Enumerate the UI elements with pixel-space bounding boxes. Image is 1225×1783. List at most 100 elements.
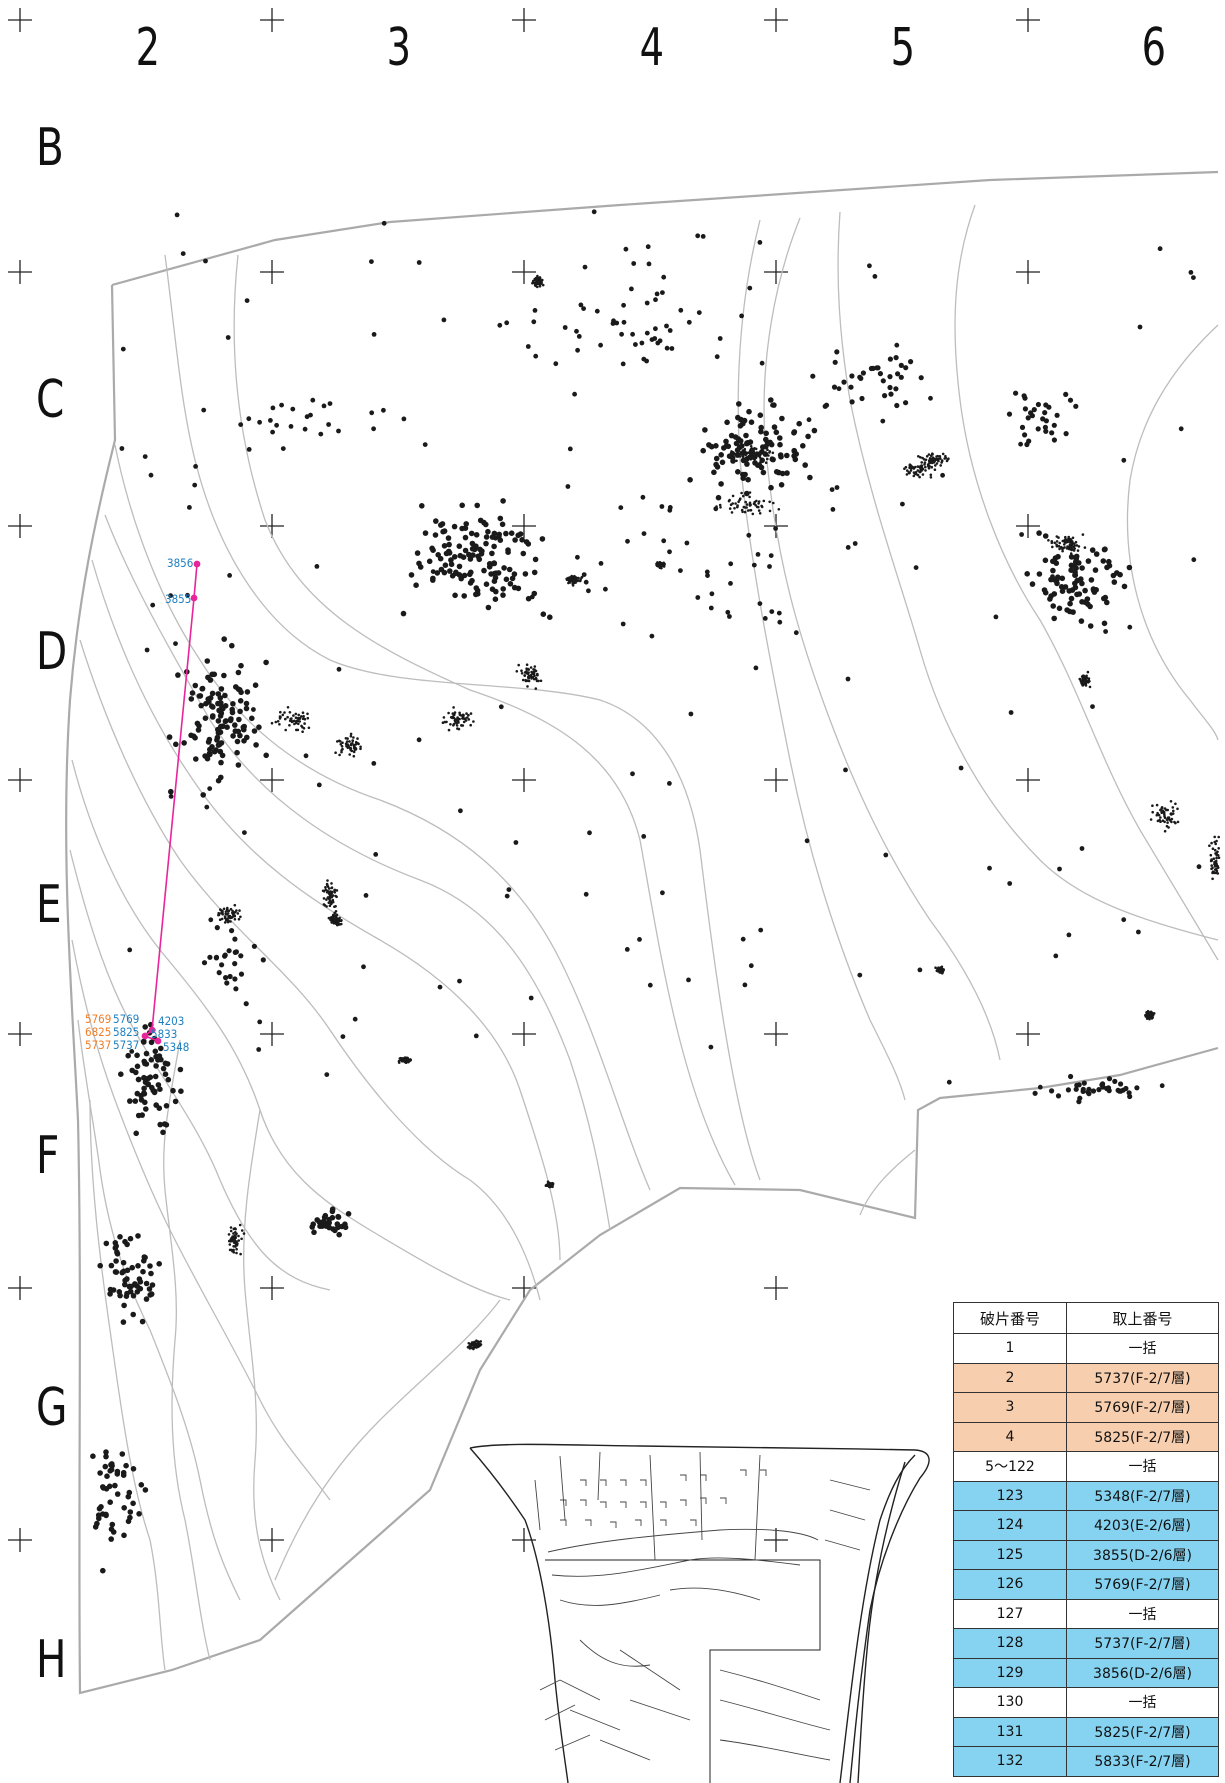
artifact-dot (446, 550, 453, 556)
artifact-dot (841, 379, 847, 385)
artifact-dot (1209, 853, 1213, 857)
artifact-dot (233, 986, 239, 992)
artifact-dot (1028, 410, 1034, 416)
artifact-dot (501, 565, 507, 571)
artifact-dot (845, 545, 851, 550)
artifact-dot (1051, 422, 1057, 428)
artifact-dot (929, 454, 933, 458)
artifact-dot (736, 401, 742, 407)
artifact-dot (235, 669, 242, 676)
artifact-dot (135, 1076, 142, 1083)
artifact-dot (148, 472, 154, 478)
artifact-dot (667, 781, 672, 786)
artifact-dot (1099, 1082, 1105, 1088)
artifact-dot (715, 494, 722, 501)
fragment-number-cell: 125 (953, 1539, 1067, 1570)
artifact-dot (772, 501, 775, 505)
artifact-dot (578, 302, 584, 308)
artifact-dot (215, 730, 222, 736)
artifact-dot (758, 424, 764, 431)
artifact-dot (942, 968, 945, 971)
artifact-dot (337, 923, 341, 926)
artifact-dot (100, 1484, 106, 1490)
artifact-dot (229, 642, 235, 649)
artifact-dot (937, 459, 940, 463)
artifact-dot (932, 461, 936, 464)
artifact-dot (435, 552, 442, 558)
artifact-dot (1174, 802, 1177, 806)
artifact-dot (218, 686, 225, 692)
artifact-dot (739, 455, 742, 458)
artifact-dot (768, 451, 771, 454)
artifact-dot (127, 1509, 134, 1515)
artifact-dot (452, 592, 458, 599)
artifact-dot (729, 503, 733, 507)
artifact-dot (940, 472, 945, 478)
artifact-dot (929, 473, 933, 477)
artifact-dot (107, 1499, 113, 1505)
artifact-dot (852, 541, 858, 546)
artifact-dot (1036, 530, 1042, 536)
artifact-dot (335, 913, 338, 916)
artifact-dot (433, 518, 439, 524)
artifact-dot (232, 728, 239, 734)
artifact-dot (449, 716, 453, 719)
artifact-dot (270, 721, 274, 725)
artifact-dot (257, 419, 262, 425)
artifact-dot (1042, 424, 1048, 430)
artifact-dot (217, 748, 224, 755)
fragment-number-cell: 4 (953, 1421, 1067, 1452)
artifact-dot (1086, 670, 1090, 674)
artifact-dot (314, 564, 320, 569)
artifact-dot (130, 1293, 137, 1299)
artifact-dot (1025, 415, 1031, 421)
artifact-dot (1046, 404, 1052, 410)
artifact-dot (127, 1235, 134, 1242)
artifact-dot (419, 503, 425, 509)
artifact-dot (940, 969, 943, 973)
artifact-dot (139, 1318, 146, 1325)
artifact-dot (127, 1288, 134, 1295)
artifact-dot (204, 804, 210, 810)
artifact-dot (180, 251, 186, 256)
artifact-dot (463, 717, 466, 721)
artifact-dot (520, 550, 527, 557)
artifact-dot (486, 561, 493, 567)
pottery-drawing (469, 1443, 930, 1783)
artifact-dot (142, 1487, 149, 1493)
artifact-dot (768, 553, 774, 558)
artifact-dot (928, 464, 931, 468)
artifact-dot (916, 465, 920, 468)
artifact-dot (1210, 864, 1213, 867)
artifact-dot (1022, 406, 1028, 412)
artifact-dot (849, 399, 855, 405)
artifact-dot (329, 894, 333, 898)
artifact-dot (227, 573, 233, 578)
artifact-dot (742, 451, 746, 454)
artifact-dot (373, 852, 379, 857)
artifact-dot (678, 307, 684, 313)
artifact-dot (746, 408, 752, 415)
artifact-dot (141, 1058, 147, 1065)
artifact-dot (773, 526, 778, 531)
artifact-dot (1213, 848, 1217, 852)
artifact-dot (326, 1224, 333, 1231)
artifact-dot (218, 759, 224, 766)
artifact-dot (356, 737, 359, 740)
artifact-dot (232, 1248, 235, 1252)
collection-number-cell: 5769(F-2/7層) (1066, 1392, 1219, 1423)
artifact-dot (1212, 871, 1216, 875)
artifact-dot (913, 565, 919, 570)
artifact-dot (489, 550, 495, 557)
artifact-dot (134, 1052, 140, 1059)
point-label-3855: 3855 (165, 592, 192, 606)
artifact-dot (539, 679, 543, 683)
artifact-dot (451, 523, 458, 530)
artifact-dot (575, 347, 580, 353)
artifact-dot (503, 576, 510, 583)
artifact-dot (667, 549, 672, 555)
artifact-dot (125, 1052, 131, 1059)
legend-row: 2 5737(F-2/7層) (953, 1362, 1219, 1393)
artifact-dot (760, 505, 764, 509)
artifact-dot (540, 611, 547, 617)
